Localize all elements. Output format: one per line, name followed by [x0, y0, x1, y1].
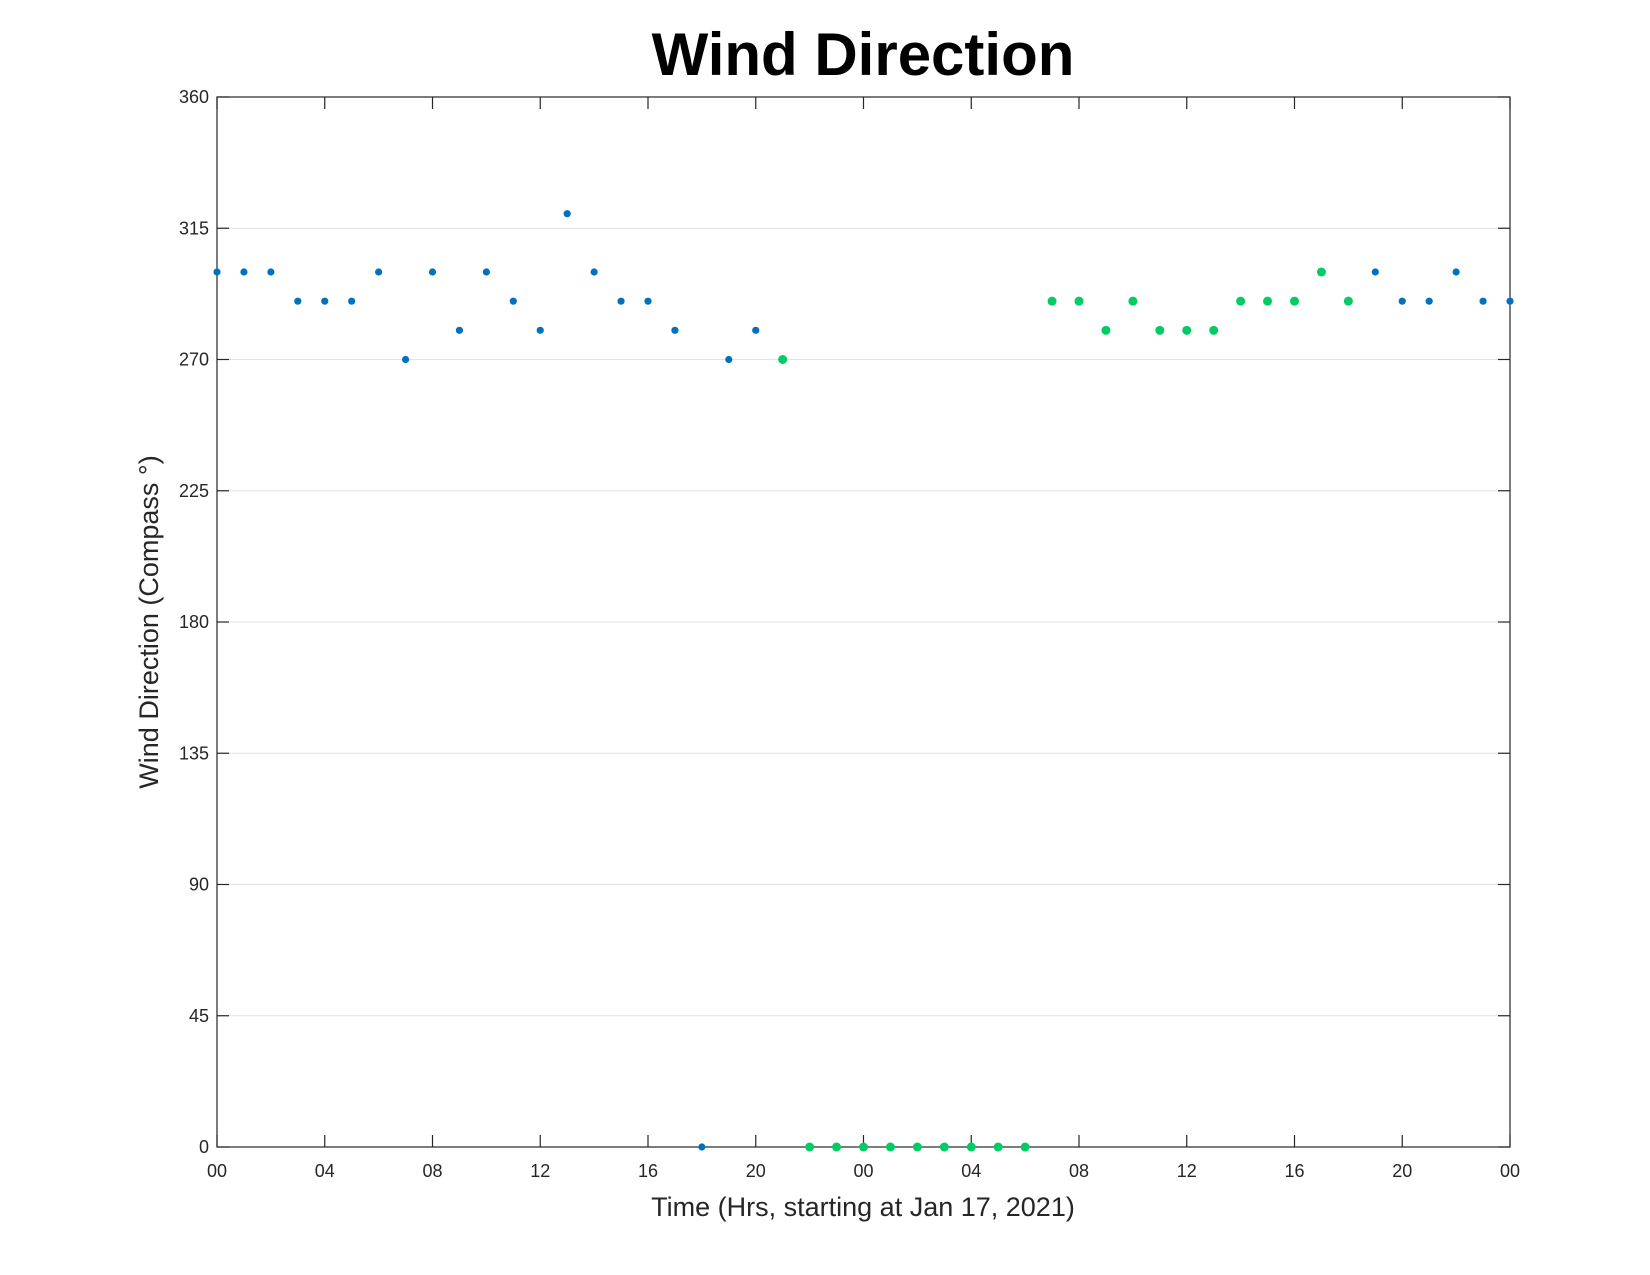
x-tick-label: 12	[530, 1161, 550, 1181]
data-point-blue	[1452, 268, 1460, 276]
y-axis-label: Wind Direction (Compass °)	[134, 455, 164, 788]
data-point-blue	[375, 268, 383, 276]
data-point-blue	[348, 297, 356, 305]
data-point-blue	[698, 1143, 706, 1151]
data-point-blue	[482, 268, 490, 276]
data-point-green	[939, 1142, 949, 1152]
data-point-blue	[617, 297, 625, 305]
data-point-green	[966, 1142, 976, 1152]
data-point-green	[805, 1142, 815, 1152]
data-point-blue	[509, 297, 517, 305]
x-tick-label: 00	[853, 1161, 873, 1181]
axis-ticks: 0 45 90 135 180 225 270 315 360 00 04 08 12 16 20 00 04 0…	[179, 87, 1520, 1181]
data-point-blue	[240, 268, 248, 276]
data-point-green	[993, 1142, 1003, 1152]
data-point-blue	[671, 326, 679, 334]
x-tick-label: 16	[1284, 1161, 1304, 1181]
data-point-green	[1343, 296, 1353, 306]
data-point-green	[1020, 1142, 1030, 1152]
y-tick-label: 135	[179, 743, 209, 763]
x-tick-label: 00	[207, 1161, 227, 1181]
x-tick-label: 08	[1069, 1161, 1089, 1181]
data-point-blue	[213, 268, 221, 276]
data-point-blue	[725, 355, 733, 364]
data-point-green	[1128, 296, 1138, 306]
data-point-blue	[1425, 297, 1433, 305]
data-point-blue	[1506, 297, 1514, 305]
data-point-green	[1047, 296, 1057, 306]
data-point-green	[1155, 325, 1165, 335]
y-tick-label: 315	[179, 218, 209, 238]
data-point-blue	[752, 326, 760, 334]
data-point-blue	[1398, 297, 1406, 305]
x-tick-label: 04	[315, 1161, 335, 1181]
data-point-blue	[321, 297, 329, 305]
grid-lines	[217, 227, 1510, 1017]
data-point-blue	[563, 210, 571, 218]
data-point-blue	[455, 326, 464, 334]
data-point-blue	[401, 355, 410, 364]
data-point-blue	[294, 297, 302, 305]
y-tick-label: 90	[189, 875, 209, 895]
data-point-green	[1209, 325, 1219, 335]
data-point-green	[1101, 325, 1111, 335]
y-tick-label: 0	[199, 1137, 209, 1157]
y-tick-label: 45	[189, 1006, 209, 1026]
y-tick-label: 360	[179, 87, 209, 107]
data-point-green	[1263, 296, 1273, 306]
data-point-green	[778, 355, 788, 364]
data-points	[213, 210, 1514, 1152]
x-axis-label: Time (Hrs, starting at Jan 17, 2021)	[651, 1192, 1075, 1222]
data-point-blue	[1371, 268, 1379, 276]
x-tick-label: 16	[638, 1161, 658, 1181]
chart-title: Wind Direction	[652, 21, 1075, 88]
data-point-blue	[428, 268, 437, 276]
y-tick-label: 270	[179, 350, 209, 370]
data-point-green	[1290, 296, 1299, 306]
x-tick-label: 04	[961, 1161, 981, 1181]
data-point-green	[1182, 325, 1192, 335]
data-point-green	[885, 1142, 895, 1152]
x-tick-label: 00	[1500, 1161, 1520, 1181]
x-tick-label: 08	[422, 1161, 442, 1181]
data-point-blue	[644, 297, 652, 305]
y-tick-label: 225	[179, 481, 209, 501]
data-point-green	[832, 1142, 842, 1152]
data-point-green	[1236, 296, 1246, 306]
x-tick-label: 20	[746, 1161, 766, 1181]
x-tick-label: 20	[1392, 1161, 1412, 1181]
x-tick-label: 12	[1177, 1161, 1197, 1181]
data-point-blue	[1479, 297, 1487, 305]
data-point-green	[1316, 267, 1326, 277]
data-point-blue	[590, 268, 598, 276]
data-point-blue	[536, 326, 544, 334]
data-point-green	[912, 1142, 922, 1152]
y-tick-label: 180	[179, 612, 209, 632]
data-point-green	[859, 1142, 868, 1152]
data-point-blue	[267, 268, 275, 276]
data-point-green	[1074, 296, 1084, 306]
